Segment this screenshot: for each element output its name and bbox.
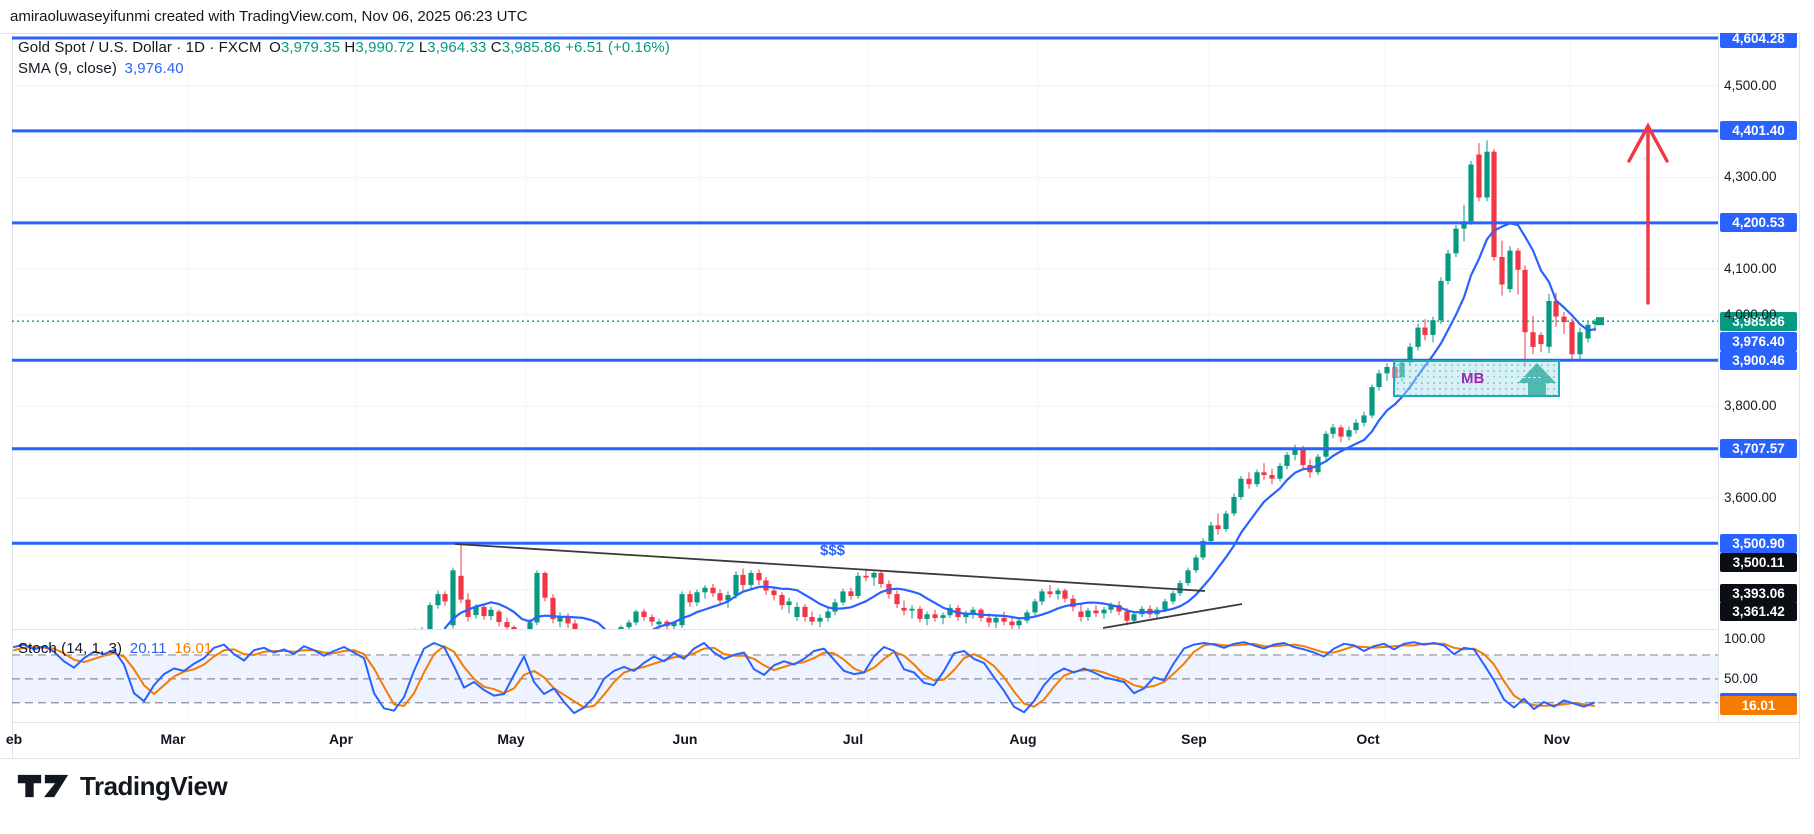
tradingview-logo-icon [17, 774, 69, 798]
symbol-legend[interactable]: Gold Spot / U.S. Dollar · 1D · FXCM O3,9… [18, 39, 670, 56]
trendlines[interactable] [454, 543, 1243, 629]
legend-segment: SMA (9, close) [18, 60, 125, 77]
support-resistance-lines[interactable] [12, 36, 1718, 545]
month-label: Aug [1009, 731, 1037, 747]
legend-segment: · 1D · FXCM [172, 39, 270, 56]
main-chart-pane[interactable] [12, 33, 1718, 629]
stoch-badge: 16.01 [1720, 696, 1797, 716]
legend-segment: Gold Spot / U.S. Dollar [18, 39, 173, 56]
legend-segment: 20.11 [129, 640, 167, 657]
price-axis-label: 3,800.00 [1724, 398, 1777, 414]
stoch-pane[interactable] [12, 629, 1718, 722]
chart-canvas[interactable] [0, 0, 1814, 760]
month-label: Apr [328, 731, 354, 747]
sma-legend[interactable]: SMA (9, close) 3,976.40 [18, 60, 184, 77]
chart-top-border [0, 33, 1800, 34]
axis-separator [1718, 33, 1719, 722]
price-axis-label: 4,100.00 [1724, 260, 1777, 276]
month-label: May [497, 731, 525, 747]
price-badge: 3,900.46 [1720, 350, 1797, 370]
legend-segment: 3,990.72 [355, 39, 415, 56]
price-axis[interactable]: 4,604.28 4,401.40 4,200.53 3,985.86 3,976.40… [1718, 33, 1800, 758]
price-badge: 3,361.42 [1720, 601, 1797, 621]
price-badge: 4,200.53 [1720, 213, 1797, 233]
price-badge: 3,500.90 [1720, 533, 1797, 553]
month-label: Sep [1181, 731, 1207, 747]
green-up-arrow[interactable] [1518, 363, 1556, 397]
stoch-axis-label: 50.00 [1724, 670, 1758, 686]
dollars-annotation[interactable]: $$$ [820, 542, 846, 559]
mb-zone-label: MB [1461, 370, 1485, 387]
mb-demand-zone[interactable]: MB [1393, 360, 1560, 397]
mb-zone-midline [1401, 377, 1541, 378]
legend-segment: 16.01 [166, 640, 213, 657]
tradingview-footer[interactable]: TradingView [16, 768, 228, 804]
month-label: Jun [672, 731, 698, 747]
price-badge: 4,401.40 [1720, 121, 1797, 141]
red-projection-arrow[interactable] [1627, 122, 1669, 305]
month-label: Oct [1356, 731, 1380, 747]
last-price-marker [1596, 317, 1604, 326]
chart-bottom-border [0, 758, 1800, 759]
time-axis[interactable] [12, 722, 1800, 758]
candles [414, 140, 1598, 629]
stoch-k-line [13, 641, 1595, 715]
legend-segment: 3,976.40 [124, 60, 184, 77]
price-badge: 3,985.86 [1720, 311, 1797, 331]
legend-segment: O [269, 39, 281, 56]
legend-segment: Stoch (14, 1, 3) [18, 640, 130, 657]
legend-segment: 3,979.35 [280, 39, 341, 56]
price-axis-label: 4,300.00 [1724, 169, 1777, 185]
legend-segment: 3,985.86 [501, 39, 561, 56]
time-axis-separator [12, 722, 1800, 723]
legend-segment: C [486, 39, 502, 56]
chart-left-border [12, 33, 13, 758]
sma-line [443, 222, 1597, 629]
tradingview-logo-text: TradingView [80, 770, 228, 801]
legend-segment: +6.51 (+0.16%) [560, 39, 670, 56]
month-label: Nov [1543, 731, 1571, 747]
month-label: Mar [160, 731, 186, 747]
legend-segment: H [340, 39, 356, 56]
price-badge: 3,393.06 [1720, 583, 1797, 603]
legend-segment: L [414, 39, 428, 56]
price-axis-label: 4,500.00 [1724, 77, 1777, 93]
price-axis-label: 4,000.00 [1724, 306, 1777, 322]
price-badge: 3,500.11 [1720, 552, 1797, 572]
price-badge: 4,604.28 [1720, 33, 1797, 48]
month-label: Jul [842, 731, 864, 747]
price-axis-label: 3,600.00 [1724, 489, 1777, 505]
attribution-text: amiraoluwaseyifunmi created with Trading… [10, 8, 528, 25]
stoch-legend[interactable]: Stoch (14, 1, 3) 20.11 16.01 [18, 640, 212, 657]
stoch-separator [12, 629, 1718, 630]
chart-right-border [1799, 33, 1800, 758]
legend-segment: 3,964.33 [427, 39, 487, 56]
price-badge: 3,976.40 [1720, 331, 1797, 351]
month-label: eb [5, 731, 23, 747]
stoch-band [12, 654, 1718, 704]
stoch-axis-label: 100.00 [1724, 631, 1766, 646]
price-badge: 3,707.57 [1720, 439, 1797, 459]
